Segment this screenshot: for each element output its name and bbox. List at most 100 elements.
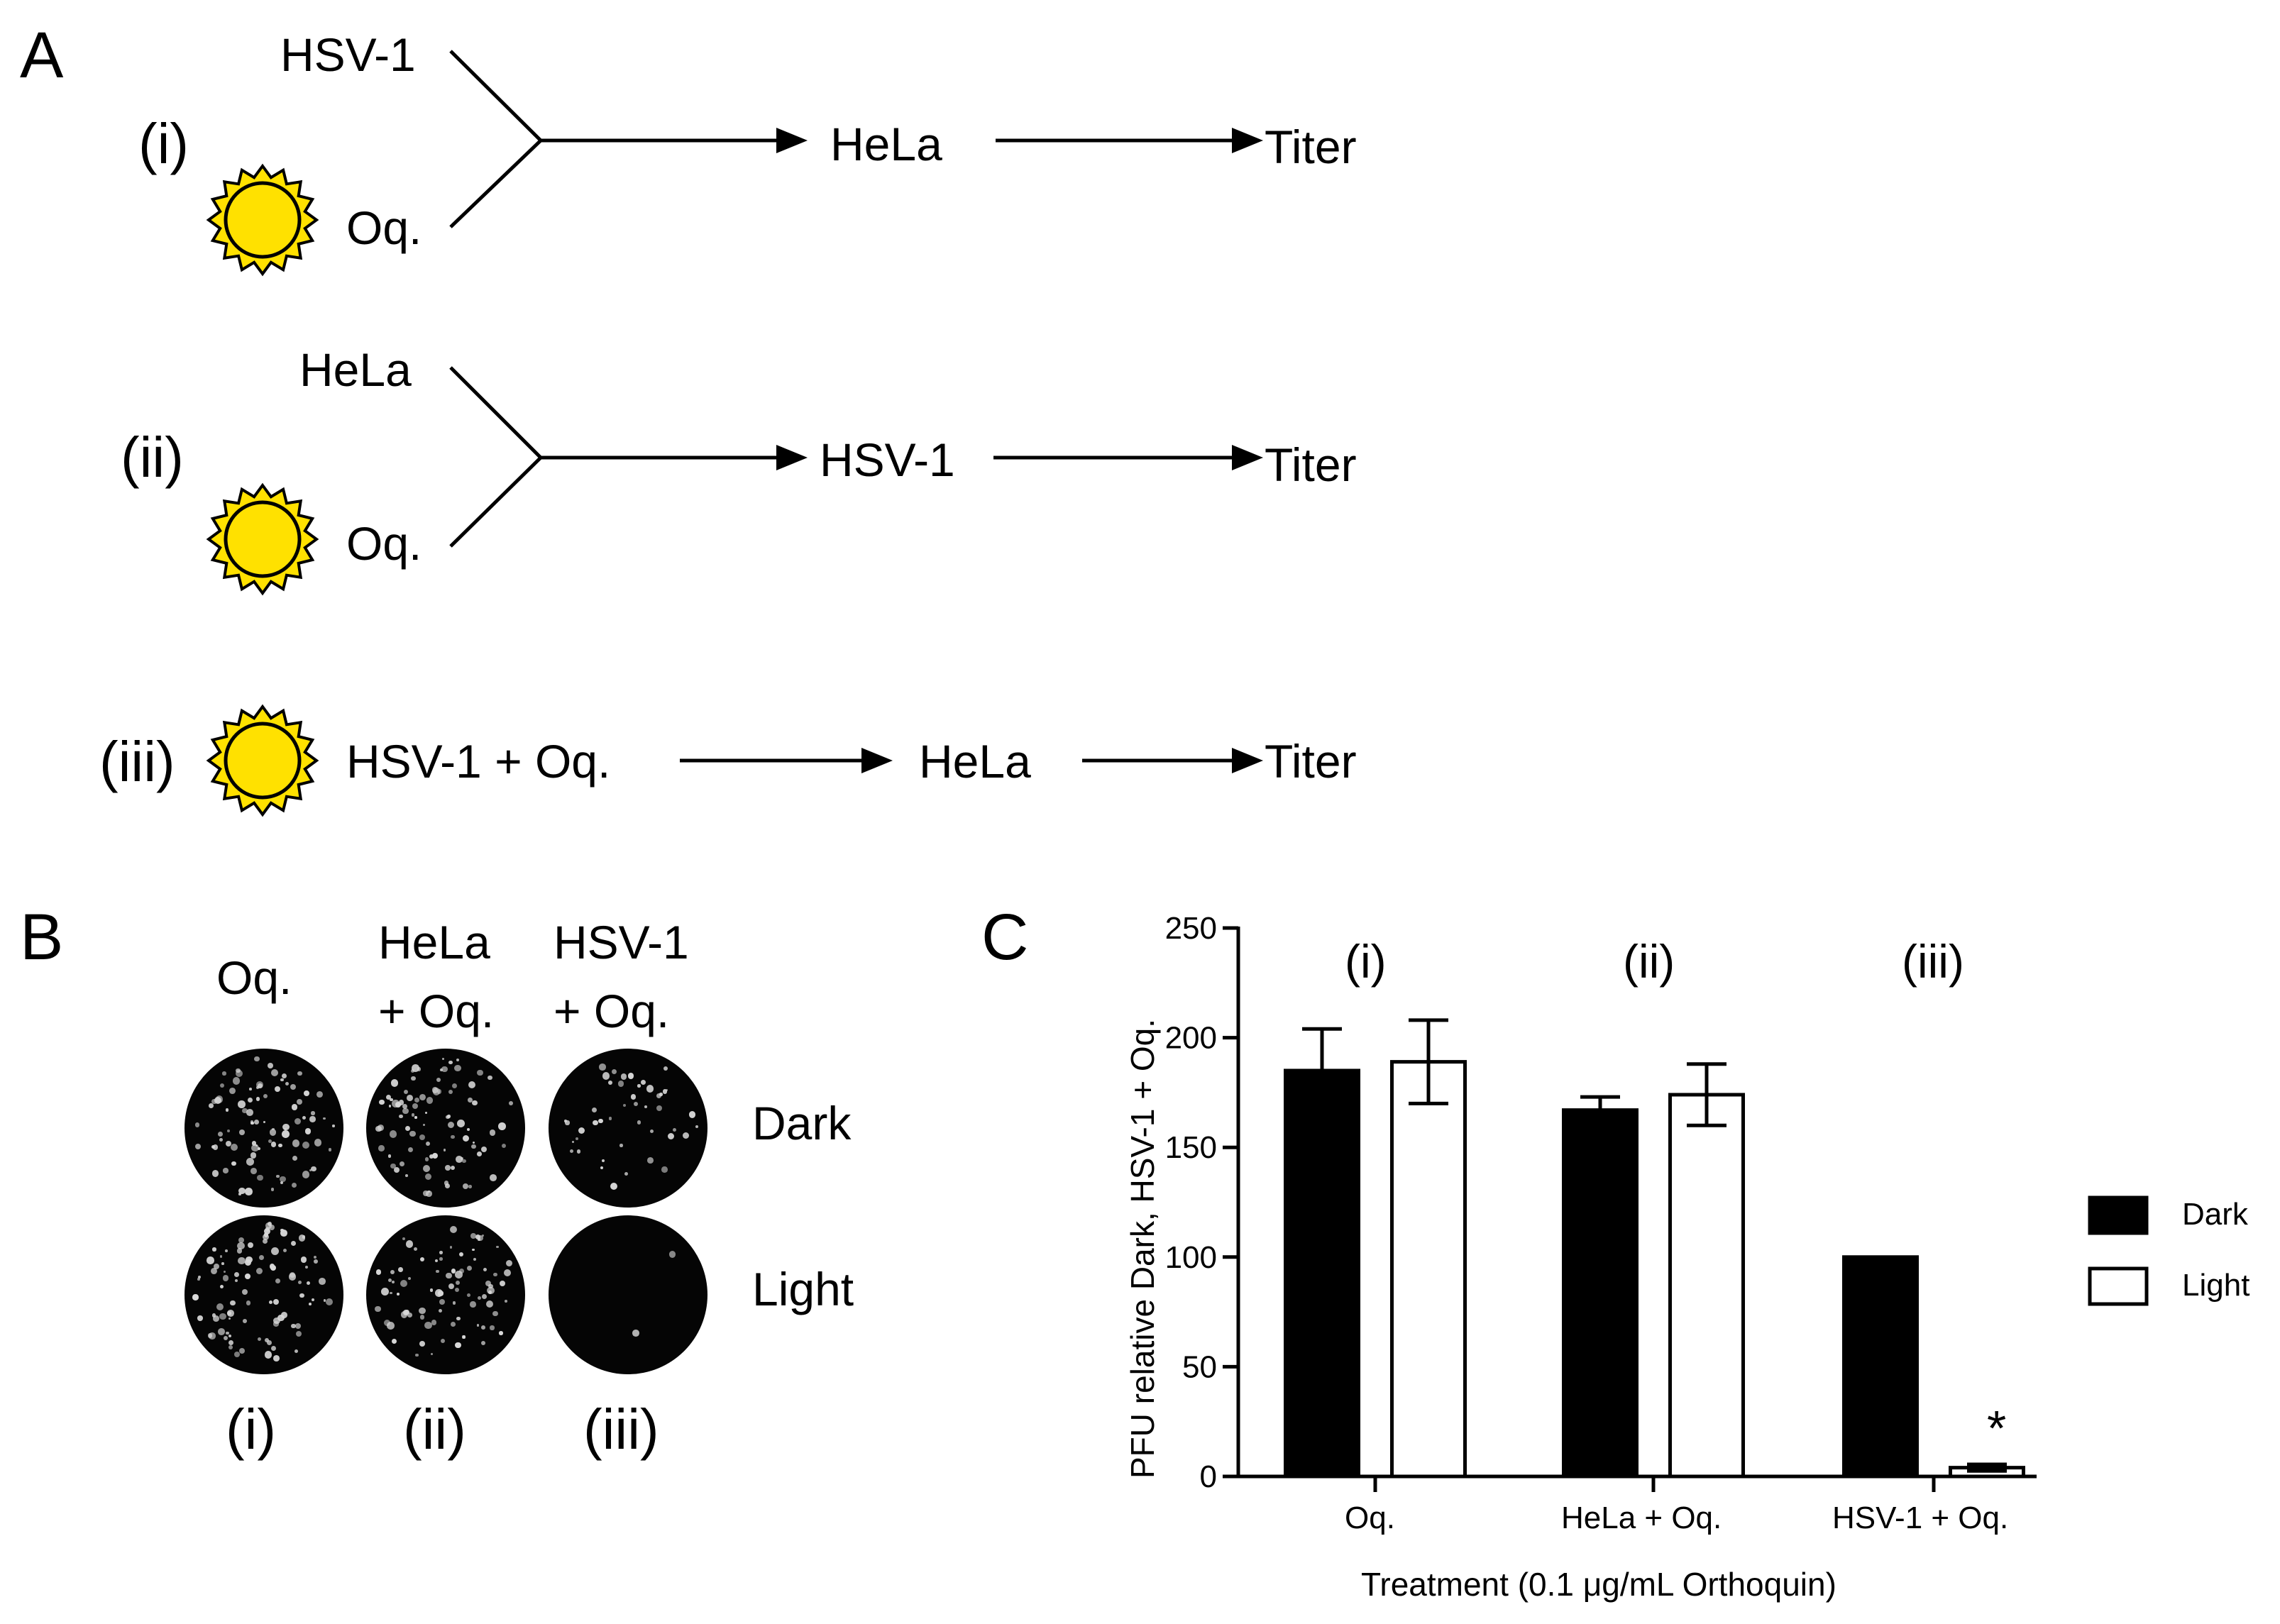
plaque (390, 1163, 396, 1169)
plaque (256, 1086, 260, 1089)
plaque (434, 1259, 438, 1262)
plaque (602, 1071, 610, 1080)
plaque (257, 1337, 262, 1342)
plaque (424, 1157, 429, 1161)
plaque (468, 1185, 472, 1188)
plaque (473, 1257, 477, 1261)
plaque (270, 1142, 277, 1148)
plaque (451, 1166, 456, 1171)
plaque (251, 1141, 257, 1146)
plaque (419, 1093, 426, 1100)
plaque (408, 1147, 414, 1153)
row-i-step: HeLa (830, 118, 942, 170)
plaque (297, 1071, 302, 1076)
sun-icon-disc (224, 500, 302, 578)
plaque (300, 1256, 307, 1264)
plaque (470, 1301, 476, 1308)
plaque (238, 1193, 241, 1195)
plaque (456, 1155, 463, 1163)
plaque (426, 1097, 434, 1104)
plaque (239, 1348, 246, 1354)
plaque (631, 1094, 637, 1100)
plaque (311, 1166, 316, 1172)
plaque (257, 1147, 261, 1151)
plaque (223, 1168, 228, 1173)
row-i-merge-line-top (449, 50, 542, 142)
plaque (214, 1097, 222, 1105)
plaque (485, 1280, 492, 1287)
plaque (226, 1310, 231, 1315)
plate-col-ii-header-line2: + Oq. (378, 985, 495, 1037)
plaque (296, 1099, 302, 1105)
plaque (276, 1174, 280, 1178)
plaque (414, 1116, 417, 1119)
plaque (291, 1240, 297, 1246)
plaque (624, 1171, 629, 1176)
plaque (426, 1191, 432, 1197)
plaque (209, 1332, 216, 1339)
plaque (225, 1108, 229, 1112)
plaque (228, 1344, 233, 1349)
plaque (458, 1252, 463, 1257)
plaque (285, 1081, 290, 1086)
plaque (192, 1294, 199, 1300)
plaque (496, 1245, 500, 1249)
plaque (311, 1111, 315, 1115)
group-label-iii: (iii) (1902, 935, 1964, 988)
plaque (292, 1139, 300, 1147)
plaque (662, 1089, 668, 1094)
plaque (451, 1269, 456, 1274)
plaque (269, 1264, 275, 1269)
plate-i-light (185, 1215, 343, 1374)
plaque (411, 1064, 419, 1072)
plaque (292, 1155, 297, 1161)
legend-label-dark: Dark (2182, 1197, 2248, 1232)
plaque (263, 1232, 269, 1237)
plaque (461, 1157, 463, 1161)
row-iii-arrow-1-head (861, 748, 893, 773)
plaque (424, 1321, 432, 1330)
plaque (198, 1275, 202, 1278)
row-i-merge-line-bottom (449, 139, 542, 228)
plaque (216, 1303, 224, 1311)
plaque (248, 1242, 254, 1248)
plaque (241, 1288, 248, 1296)
plaque (452, 1301, 456, 1305)
panel-b-letter: B (20, 901, 64, 973)
plaque (592, 1107, 597, 1113)
plaque (456, 1316, 461, 1320)
plaque (404, 1174, 408, 1177)
plaque (423, 1123, 426, 1126)
plaque (488, 1291, 492, 1294)
plaque (275, 1278, 281, 1284)
plaque (415, 1353, 419, 1357)
plaque (220, 1285, 224, 1289)
plaque (497, 1122, 506, 1131)
plate-col-i-roman: (i) (226, 1398, 277, 1461)
plaque (218, 1132, 223, 1137)
plaque (246, 1300, 251, 1305)
plaque (435, 1288, 444, 1297)
plaque (480, 1341, 485, 1346)
plaque (462, 1134, 469, 1142)
plaque (490, 1173, 497, 1181)
plaque (640, 1080, 646, 1086)
bar-light-0 (1390, 1060, 1467, 1479)
plaque (659, 1093, 663, 1096)
plaque (439, 1068, 443, 1072)
legend-label-light: Light (2182, 1268, 2250, 1303)
plaque (576, 1149, 580, 1154)
plaque (254, 1119, 260, 1125)
plaque (646, 1085, 654, 1093)
plaque (408, 1276, 412, 1281)
plaque (419, 1340, 425, 1347)
plaque (225, 1249, 228, 1252)
plaque (601, 1159, 605, 1163)
plaque (489, 1129, 496, 1136)
plaque (248, 1098, 253, 1103)
plaque (306, 1281, 310, 1285)
plate-i-dark (185, 1049, 343, 1208)
plaque (269, 1300, 272, 1304)
bar-dark-0 (1284, 1068, 1360, 1479)
plaque (390, 1291, 392, 1295)
